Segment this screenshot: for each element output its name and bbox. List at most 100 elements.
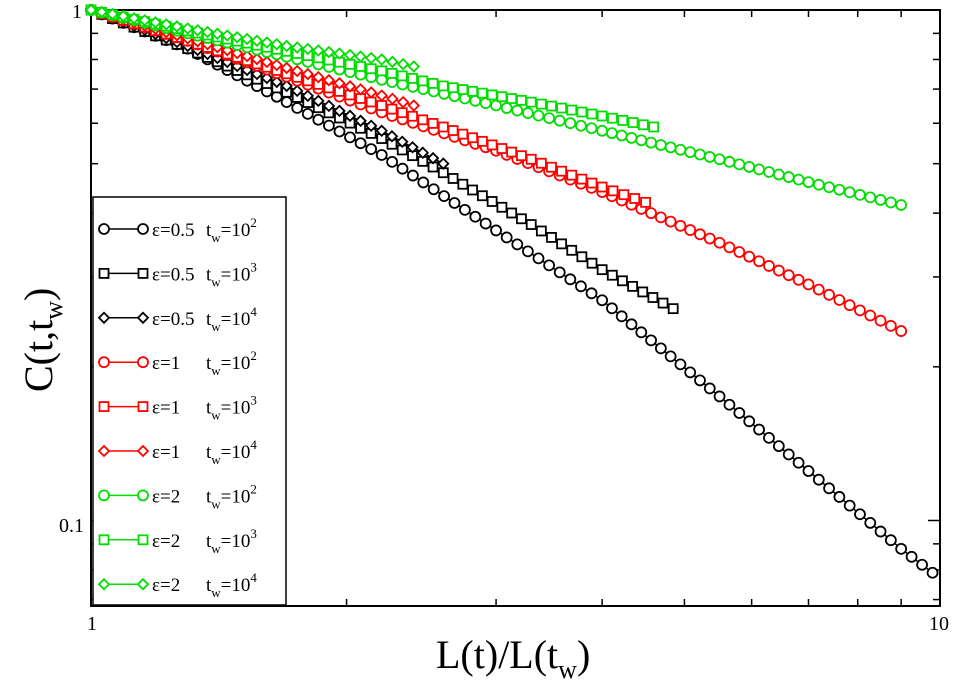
data-point xyxy=(476,190,488,202)
data-point xyxy=(629,193,641,204)
legend-label: ε=0.5 tw=103 xyxy=(152,259,257,289)
data-point xyxy=(386,103,398,115)
data-point xyxy=(674,358,687,371)
data-point xyxy=(585,122,598,135)
data-point xyxy=(654,139,667,151)
data-point xyxy=(823,288,835,301)
legend-entry-8: ε=2 tw=103 xyxy=(98,526,257,556)
data-point xyxy=(437,157,450,170)
legend-marker xyxy=(137,534,149,546)
data-point xyxy=(386,67,398,79)
data-point xyxy=(864,191,877,204)
y-tick-label-1: 1 xyxy=(72,1,82,23)
data-point xyxy=(684,146,697,159)
data-point xyxy=(354,137,367,150)
data-point xyxy=(486,139,498,151)
series-layer xyxy=(84,3,939,579)
data-point xyxy=(333,76,346,90)
data-point xyxy=(647,292,659,303)
data-point xyxy=(396,57,410,71)
data-point xyxy=(615,129,628,142)
data-point xyxy=(576,251,588,263)
data-point xyxy=(323,119,335,132)
data-point xyxy=(546,100,557,112)
data-point xyxy=(618,189,630,201)
data-point xyxy=(586,177,598,189)
data-point xyxy=(447,125,459,136)
data-point xyxy=(170,20,184,33)
data-point xyxy=(556,165,568,177)
data-point xyxy=(823,181,835,194)
data-point xyxy=(627,280,638,292)
data-point xyxy=(606,269,618,281)
data-point xyxy=(521,107,534,119)
data-point xyxy=(280,39,293,53)
data-point xyxy=(376,65,388,77)
data-point xyxy=(596,110,608,122)
data-point xyxy=(782,269,795,282)
data-point xyxy=(664,215,677,228)
data-point xyxy=(657,297,669,309)
data-point xyxy=(490,99,502,112)
data-point xyxy=(553,266,566,279)
legend-entry-5: ε=1 tw=103 xyxy=(98,393,257,423)
data-point xyxy=(895,542,908,555)
data-point xyxy=(447,173,459,184)
data-point xyxy=(201,25,214,39)
data-point xyxy=(250,34,264,48)
data-point xyxy=(333,104,346,118)
data-point xyxy=(458,203,471,216)
data-point xyxy=(516,150,527,162)
data-point xyxy=(427,118,439,129)
data-point xyxy=(506,93,518,104)
data-point xyxy=(375,124,388,138)
data-point xyxy=(240,49,254,63)
data-point xyxy=(322,99,336,113)
data-point xyxy=(753,163,765,176)
data-point xyxy=(743,161,756,173)
data-point xyxy=(864,516,877,529)
data-point xyxy=(667,303,679,315)
data-point xyxy=(564,273,577,286)
data-point xyxy=(812,283,825,296)
data-point xyxy=(833,491,846,503)
data-point xyxy=(427,78,439,89)
data-point xyxy=(535,225,547,237)
legend-entry-2: ε=0.5 tw=103 xyxy=(98,259,257,289)
data-point xyxy=(733,246,746,258)
data-point xyxy=(181,22,195,35)
data-point xyxy=(617,114,629,126)
data-point xyxy=(733,407,746,419)
data-point xyxy=(743,415,756,428)
data-point xyxy=(543,112,556,125)
data-point xyxy=(437,80,449,92)
data-point xyxy=(496,201,508,213)
data-point xyxy=(713,236,726,249)
data-point xyxy=(280,61,293,75)
data-point xyxy=(586,108,598,120)
data-point xyxy=(782,171,795,183)
data-point xyxy=(417,114,429,126)
data-point xyxy=(490,224,502,237)
y-axis-title: C(t,tw) xyxy=(16,288,68,392)
data-point xyxy=(792,273,805,286)
data-point xyxy=(525,96,537,108)
data-point xyxy=(576,106,588,118)
data-point xyxy=(516,213,527,225)
data-point xyxy=(516,94,527,106)
legend: ε=0.5 tw=102 ε=0.5 tw=103 ε=0.5 tw=104 ε=1 tw=1… xyxy=(92,196,287,606)
data-point xyxy=(506,207,518,219)
x-axis-title: L(t)/L(tw) xyxy=(436,632,590,684)
data-point xyxy=(396,162,409,175)
data-point xyxy=(532,109,545,122)
data-point xyxy=(457,84,469,95)
data-point xyxy=(312,113,325,126)
data-point xyxy=(525,153,537,165)
data-point xyxy=(645,334,657,347)
data-point xyxy=(127,11,141,25)
legend-marker xyxy=(137,223,149,235)
data-point xyxy=(301,42,315,56)
data-point xyxy=(607,185,619,197)
legend-marker xyxy=(137,401,149,413)
data-point xyxy=(521,245,534,258)
